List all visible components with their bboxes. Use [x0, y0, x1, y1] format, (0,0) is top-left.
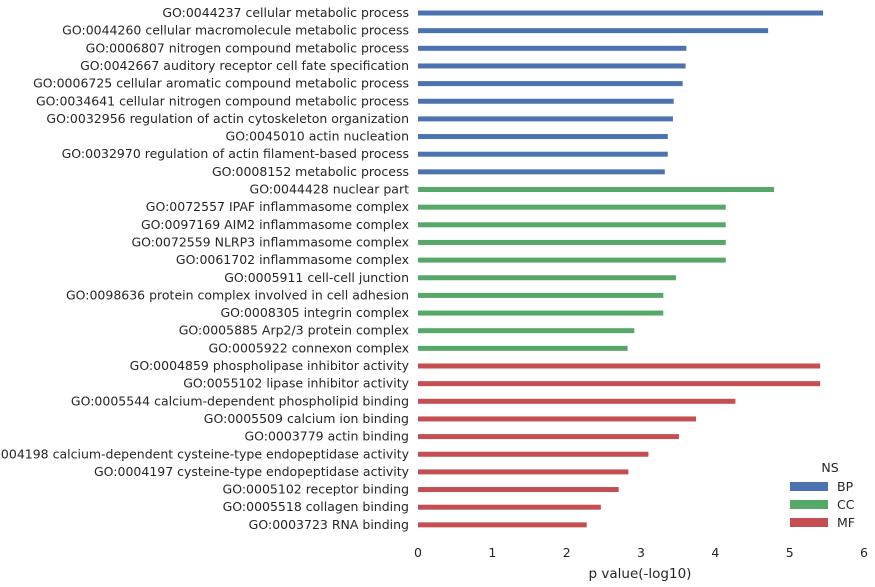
bar-go-0032956	[418, 116, 673, 122]
category-label: GO:0034641 cellular nitrogen compound me…	[36, 93, 409, 108]
category-label: GO:0005544 calcium-dependent phospholipi…	[71, 393, 409, 408]
category-label: GO:0004198 calcium-dependent cysteine-ty…	[0, 446, 410, 461]
x-tick-label: 4	[711, 545, 719, 560]
bar-go-0005102	[418, 487, 619, 493]
category-label: GO:0045010 actin nucleation	[226, 129, 409, 144]
category-label: GO:0006807 nitrogen compound metabolic p…	[86, 40, 409, 55]
legend-item-bp: BP	[790, 477, 870, 495]
bar-go-0005911	[418, 275, 676, 281]
category-label: GO:0004859 phospholipase inhibitor activ…	[130, 358, 410, 373]
category-label: GO:0044428 nuclear part	[250, 182, 410, 197]
legend-swatch-mf	[790, 517, 828, 527]
bar-go-0005922	[418, 345, 628, 351]
bar-go-0006725	[418, 81, 683, 87]
bar-go-0098636	[418, 292, 664, 298]
legend-title: NS	[821, 460, 839, 475]
bar-go-0008305	[418, 310, 664, 316]
category-label: GO:0005518 collagen binding	[223, 499, 409, 514]
bar-go-0044428	[418, 187, 775, 192]
category-label: GO:0005911 cell-cell junction	[224, 270, 409, 285]
category-label: GO:0003779 actin binding	[244, 429, 409, 444]
bar-go-0003723	[418, 522, 587, 528]
bar-go-0097169	[418, 222, 726, 228]
bar-go-0003779	[418, 434, 679, 440]
category-label: GO:0098636 protein complex involved in c…	[66, 287, 409, 302]
bar-go-0006807	[418, 45, 687, 51]
bar-go-0042667	[418, 63, 686, 69]
bar-go-0004198	[418, 451, 649, 457]
category-label: GO:0005102 receptor binding	[223, 482, 409, 497]
category-label: GO:0042667 auditory receptor cell fate s…	[80, 58, 409, 73]
category-label: GO:0008305 integrin complex	[220, 305, 409, 320]
bars-layer	[418, 10, 824, 528]
category-label: GO:0032970 regulation of actin filament-…	[62, 146, 409, 161]
category-label: GO:0003723 RNA binding	[249, 517, 409, 532]
bar-go-0004859	[418, 363, 821, 369]
category-label: GO:0044237 cellular metabolic process	[162, 5, 409, 20]
x-axis-ticks: 0 1 2 3 4 5 6	[414, 545, 868, 560]
x-axis-label: p value(-log10)	[589, 566, 692, 582]
category-label: GO:0097169 AIM2 inflammasome complex	[141, 217, 409, 232]
x-tick-label: 6	[860, 545, 868, 560]
bar-go-0005509	[418, 416, 697, 422]
category-label: GO:0006725 cellular aromatic compound me…	[33, 76, 409, 91]
bar-go-0055102	[418, 381, 821, 387]
category-label: GO:0005885 Arp2/3 protein complex	[179, 323, 409, 338]
x-tick-label: 0	[414, 545, 422, 560]
x-tick-label: 5	[786, 545, 794, 560]
bar-go-0044260	[418, 28, 769, 34]
bar-go-0072557	[418, 204, 726, 210]
bar-go-0044237	[418, 10, 824, 16]
category-label: GO:0008152 metabolic process	[212, 164, 409, 179]
category-label: GO:0005509 calcium ion binding	[204, 411, 409, 426]
bar-go-0034641	[418, 98, 674, 104]
x-tick-label: 2	[563, 545, 571, 560]
bar-go-0005544	[418, 398, 736, 404]
category-labels: GO:0044237 cellular metabolic process GO:…	[0, 5, 410, 532]
bar-go-0061702	[418, 257, 726, 263]
x-tick-label: 3	[637, 545, 645, 560]
category-label: GO:0055102 lipase inhibitor activity	[183, 376, 409, 391]
bar-go-0005518	[418, 504, 601, 510]
category-label: GO:0004197 cysteine-type endopeptidase a…	[94, 464, 410, 479]
bar-go-0008152	[418, 169, 665, 175]
category-label: GO:0072559 NLRP3 inflammasome complex	[131, 234, 409, 249]
bar-go-0032970	[418, 151, 668, 157]
category-label: GO:0061702 inflammasome complex	[176, 252, 409, 267]
category-label: GO:0044260 cellular macromolecule metabo…	[62, 23, 409, 38]
legend-swatch-cc	[790, 499, 828, 509]
bar-go-0045010	[418, 134, 668, 140]
bar-go-0005885	[418, 328, 635, 334]
category-label: GO:0072557 IPAF inflammasome complex	[146, 199, 409, 214]
legend-label-bp: BP	[837, 478, 854, 494]
bar-go-0072559	[418, 239, 726, 245]
legend-item-mf: MF	[790, 513, 870, 531]
legend-swatch-bp	[790, 481, 828, 491]
bar-go-0004197	[418, 469, 629, 475]
legend-label-mf: MF	[837, 514, 855, 530]
x-tick-label: 1	[488, 545, 496, 560]
category-label: GO:0032956 regulation of actin cytoskele…	[46, 111, 409, 126]
legend: NS BP CC MF	[790, 459, 870, 531]
category-label: GO:0005922 connexon complex	[208, 340, 409, 355]
legend-label-cc: CC	[837, 496, 855, 512]
legend-item-cc: CC	[790, 495, 870, 513]
